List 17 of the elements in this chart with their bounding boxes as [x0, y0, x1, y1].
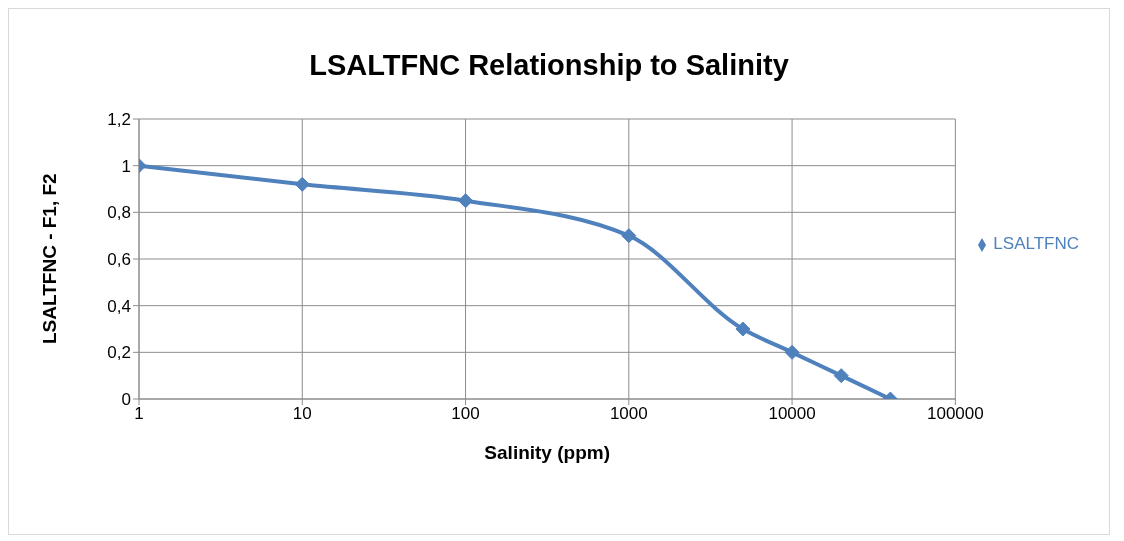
chart-title: LSALTFNC Relationship to Salinity [308, 49, 790, 82]
y-tick-label: 0,2 [107, 343, 131, 363]
y-tick-label: 1,2 [107, 110, 131, 130]
y-axis-title: LSALTFNC - F1, F2 [38, 173, 60, 344]
x-tick-label: 10000 [768, 404, 816, 424]
x-tick-label: 1000 [609, 404, 648, 424]
y-tick-label: 0,4 [107, 296, 131, 316]
x-tick-label: 100 [451, 404, 480, 424]
y-tick-label: 0,6 [107, 250, 131, 270]
x-axis-title: Salinity (ppm) [484, 442, 610, 463]
y-tick-label: 1 [121, 156, 131, 176]
y-tick-label: 0 [121, 390, 131, 410]
x-tick-label: 100000 [926, 404, 984, 424]
x-tick-label: 10 [292, 404, 312, 424]
x-tick-label: 1 [134, 404, 144, 424]
legend-label: LSALTFNC [993, 234, 1079, 253]
y-tick-label: 0,8 [107, 203, 131, 223]
